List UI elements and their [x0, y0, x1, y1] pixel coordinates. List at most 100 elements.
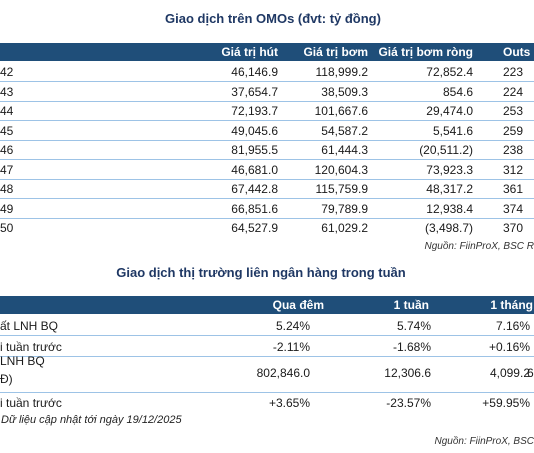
- row-divider: [0, 392, 534, 393]
- header-1-thang: 1 tháng: [490, 298, 533, 312]
- row-divider: [0, 120, 534, 121]
- cell-gia-tri-bom-rong: 5,541.6: [432, 123, 473, 138]
- row-label: 44: [0, 104, 14, 118]
- interbank-row-rate-change: i tuần trước -2.11% -1.68% +0.16%: [0, 338, 534, 357]
- omo-row: 42 46,146.9 118,999.2 72,852.4 223: [0, 63, 534, 82]
- cell-1-tuan: 12,306.6: [384, 366, 431, 380]
- row-divider: [0, 159, 534, 160]
- header-gia-tri-bom-rong: Giá trị bơm ròng: [378, 45, 473, 59]
- cell-outstanding: 312: [503, 162, 524, 177]
- omo-row: 50 64,527.9 61,029.2 (3,498.7) 370: [0, 219, 534, 235]
- interbank-source: Nguồn: FiinProX, BSC: [434, 436, 534, 447]
- row-label: 45: [0, 123, 14, 138]
- header-gia-tri-hut: Giá trị hút: [221, 45, 278, 59]
- omo-row: 47 46,681.0 120,604.3 73,923.3 312: [0, 161, 534, 180]
- cell-gia-tri-bom: 61,029.2: [321, 221, 368, 235]
- omo-row: 45 49,045.6 54,587.2 5,541.6 259: [0, 122, 534, 141]
- cell-gia-tri-hut: 37,654.7: [231, 84, 278, 99]
- cell-gia-tri-bom: 38,509.3: [321, 84, 368, 99]
- row-divider: [0, 335, 534, 336]
- cell-qua-dem: +3.65%: [268, 396, 310, 410]
- cell-gia-tri-bom-rong: (3,498.7): [424, 221, 473, 235]
- interbank-row-volume-change: i tuần trước +3.65% -23.57% +59.95%: [0, 394, 534, 411]
- row-label: ất LNH BQ: [0, 319, 59, 333]
- row-label: 50: [0, 221, 14, 235]
- cell-outstanding: 374: [503, 201, 524, 216]
- cell-outstanding: 224: [503, 84, 524, 99]
- row-label: i tuần trước: [0, 340, 62, 354]
- cell-outstanding: 361: [503, 182, 524, 196]
- cell-1-thang: 7.16%: [495, 319, 530, 333]
- row-label-unit: Đ): [0, 372, 13, 386]
- interbank-row-rate: ất LNH BQ 5.24% 5.74% 7.16%: [0, 317, 534, 336]
- header-outstanding: Outs: [503, 45, 531, 59]
- row-label: LNH BQ: [0, 354, 45, 368]
- row-label: i tuần trước: [0, 396, 62, 410]
- cell-qua-dem: 5.24%: [275, 319, 310, 333]
- row-label: 46: [0, 143, 14, 157]
- cell-gia-tri-hut: 64,527.9: [231, 221, 278, 235]
- row-divider: [0, 356, 534, 357]
- omo-table-header: Giá trị hút Giá trị bơm Giá trị bơm ròng…: [0, 43, 534, 61]
- omo-row: 49 66,851.6 79,789.9 12,938.4 374: [0, 200, 534, 219]
- cell-gia-tri-hut: 46,146.9: [231, 65, 278, 79]
- cell-gia-tri-bom: 101,667.6: [314, 104, 368, 118]
- cell-1-tuan: 5.74%: [396, 319, 431, 333]
- omo-row: 46 81,955.5 61,444.3 (20,511.2) 238: [0, 141, 534, 160]
- row-divider: [0, 178, 534, 180]
- cell-outstanding: 259: [503, 123, 524, 138]
- interbank-table-title: Giao dịch thị trường liên ngân hàng tron…: [116, 265, 406, 280]
- cell-gia-tri-hut: 67,442.8: [231, 182, 278, 196]
- header-qua-dem: Qua đêm: [272, 298, 324, 312]
- omo-table-title: Giao dịch trên OMOs (đvt: tỷ đồng): [165, 11, 381, 26]
- interbank-table-header: Qua đêm 1 tuần 1 tháng: [0, 296, 534, 314]
- cell-qua-dem: 802,846.0: [256, 366, 310, 380]
- cell-gia-tri-bom: 61,444.3: [321, 143, 368, 157]
- cell-gia-tri-hut: 81,955.5: [231, 143, 278, 157]
- row-label: 42: [0, 65, 14, 79]
- cell-gia-tri-bom: 118,999.2: [315, 65, 369, 79]
- cell-gia-tri-bom: 120,604.3: [314, 162, 368, 177]
- row-label: 48: [0, 182, 14, 196]
- cell-extra: 6: [527, 366, 534, 380]
- cell-gia-tri-hut: 49,045.6: [231, 123, 278, 138]
- cell-gia-tri-bom: 54,587.2: [321, 123, 368, 138]
- cell-gia-tri-bom-rong: 29,474.0: [426, 104, 473, 118]
- cell-gia-tri-bom: 115,759.9: [315, 182, 369, 196]
- cell-gia-tri-bom-rong: 48,317.2: [426, 182, 473, 196]
- cell-outstanding: 253: [503, 104, 524, 118]
- row-label: 49: [0, 201, 14, 216]
- cell-qua-dem: -2.11%: [272, 340, 310, 354]
- cell-1-thang: +0.16%: [488, 340, 530, 354]
- cell-gia-tri-bom-rong: 72,852.4: [426, 65, 473, 79]
- omo-table: Giá trị hút Giá trị bơm Giá trị bơm ròng…: [0, 43, 534, 235]
- cell-gia-tri-hut: 46,681.0: [231, 162, 278, 177]
- cell-gia-tri-bom-rong: 12,938.4: [426, 201, 473, 216]
- cell-gia-tri-hut: 72,193.7: [231, 104, 278, 118]
- row-divider: [0, 217, 534, 219]
- row-label: 43: [0, 84, 14, 99]
- row-divider: [0, 198, 534, 199]
- cell-1-tuan: -1.68%: [392, 340, 431, 354]
- row-divider: [0, 81, 534, 82]
- interbank-table: Qua đêm 1 tuần 1 tháng ất LNH BQ 5.24% 5…: [0, 296, 534, 411]
- cell-gia-tri-bom-rong: 854.6: [442, 84, 473, 99]
- omo-row: 48 67,442.8 115,759.9 48,317.2 361: [0, 180, 534, 199]
- cell-gia-tri-bom-rong: (20,511.2): [419, 143, 473, 157]
- cell-1-thang: +59.95%: [482, 396, 530, 410]
- row-divider: [0, 100, 534, 102]
- cell-1-tuan: -23.57%: [386, 396, 431, 410]
- cell-1-thang: 4,099.2: [489, 366, 530, 380]
- omo-row: 43 37,654.7 38,509.3 854.6 224: [0, 83, 534, 102]
- row-divider: [0, 139, 534, 141]
- cell-gia-tri-bom-rong: 73,923.3: [426, 162, 473, 177]
- cell-outstanding: 370: [503, 221, 524, 235]
- cell-gia-tri-hut: 66,851.6: [231, 201, 278, 216]
- header-1-tuan: 1 tuần: [393, 298, 429, 312]
- omo-row: 44 72,193.7 101,667.6 29,474.0 253: [0, 102, 534, 121]
- update-note: Dữ liệu cập nhật tới ngày 19/12/2025: [1, 414, 182, 426]
- cell-gia-tri-bom: 79,789.9: [321, 201, 368, 216]
- interbank-row-volume: LNH BQ Đ) 802,846.0 12,306.6 4,099.2 6: [0, 354, 534, 394]
- header-gia-tri-bom: Giá trị bơm: [303, 45, 368, 59]
- omo-source: Nguồn: FiinProX, BSC R: [424, 241, 534, 252]
